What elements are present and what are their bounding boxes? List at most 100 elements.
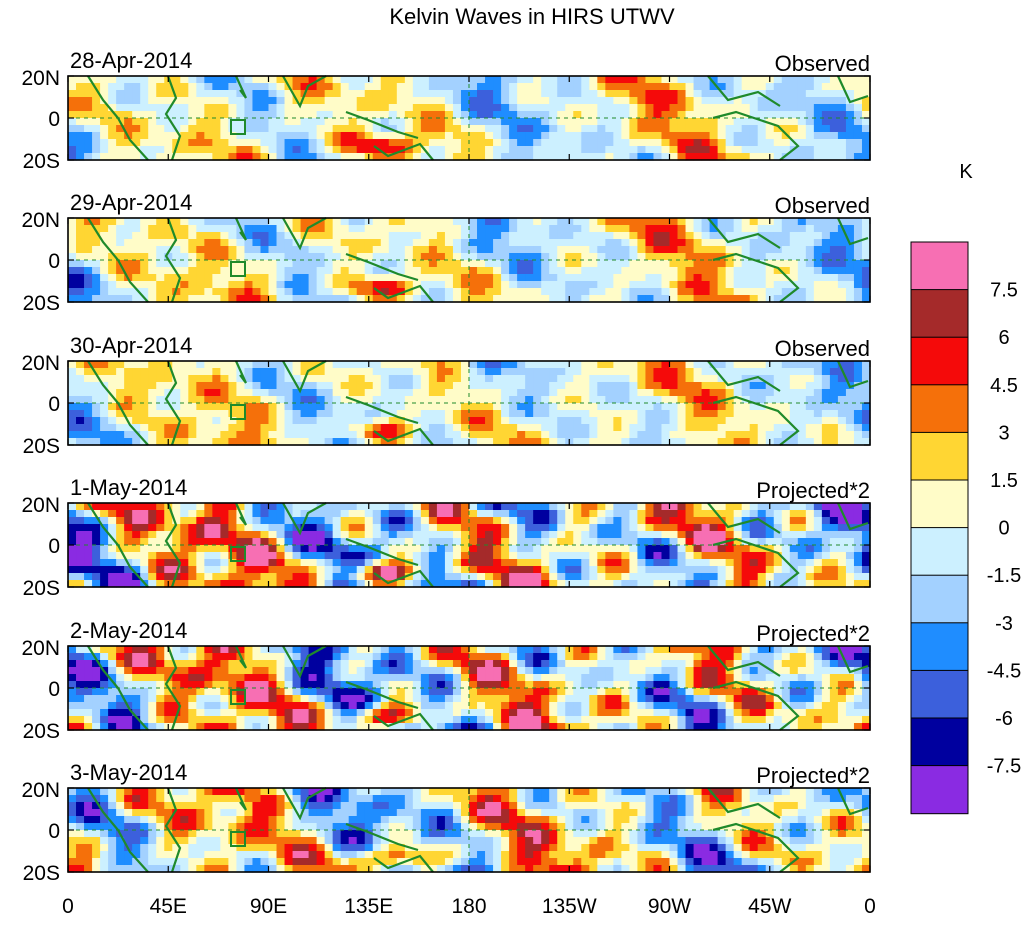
field-cell [806, 517, 815, 525]
field-cell [822, 281, 831, 289]
field-cell [68, 417, 77, 425]
field-cell [84, 111, 93, 119]
field-cell [637, 139, 646, 147]
field-cell [822, 118, 831, 126]
field-cell [854, 260, 863, 268]
field-cell [333, 146, 342, 154]
field-cell [678, 76, 687, 84]
field-cell [405, 424, 414, 432]
field-cell [349, 239, 358, 247]
field-cell [325, 396, 334, 404]
field-cell [108, 139, 117, 147]
field-cell [453, 239, 462, 247]
field-cell [541, 403, 550, 411]
field-cell [309, 382, 318, 390]
field-cell [333, 281, 342, 289]
field-cell [758, 559, 767, 567]
field-cell [477, 225, 486, 233]
field-cell [204, 232, 213, 240]
field-cell [357, 139, 366, 147]
field-cell [846, 118, 855, 126]
field-cell [477, 510, 486, 518]
field-cell [204, 646, 213, 654]
field-cell [549, 118, 558, 126]
field-cell [260, 76, 269, 84]
field-cell [333, 218, 342, 226]
field-cell [589, 274, 598, 282]
field-cell [349, 510, 358, 518]
field-cell [260, 375, 269, 383]
field-cell [333, 573, 342, 581]
field-cell [269, 118, 278, 126]
field-cell [132, 545, 141, 553]
field-cell [525, 132, 534, 140]
field-cell [670, 76, 679, 84]
field-cell [124, 83, 133, 91]
field-cell [349, 83, 358, 91]
field-cell [814, 517, 823, 525]
field-cell [581, 132, 590, 140]
field-cell [397, 97, 406, 105]
field-cell [196, 524, 205, 532]
field-cell [806, 111, 815, 119]
field-cell [782, 538, 791, 546]
field-cell [637, 417, 646, 425]
field-cell [108, 267, 117, 275]
field-cell [357, 83, 366, 91]
field-cell [645, 424, 654, 432]
field-cell [341, 417, 350, 425]
field-cell [710, 410, 719, 418]
field-cell [389, 253, 398, 261]
field-cell [317, 281, 326, 289]
field-cell [285, 410, 294, 418]
field-cell [124, 260, 133, 268]
field-cell [846, 538, 855, 546]
field-cell [453, 424, 462, 432]
field-cell [557, 104, 566, 112]
field-cell [269, 267, 278, 275]
field-cell [301, 281, 310, 289]
field-cell [196, 573, 205, 581]
field-cell [180, 517, 189, 525]
field-cell [212, 246, 221, 254]
field-cell [573, 646, 582, 654]
field-cell [686, 274, 695, 282]
panel-date: 1-May-2014 [70, 475, 187, 500]
field-cell [108, 510, 117, 518]
field-cell [437, 382, 446, 390]
field-cell [76, 403, 85, 411]
field-cell [589, 403, 598, 411]
field-cell [838, 573, 847, 581]
field-cell [806, 281, 815, 289]
field-cell [220, 90, 229, 98]
field-cell [798, 274, 807, 282]
field-cell [557, 90, 566, 98]
field-cell [164, 375, 173, 383]
field-cell [702, 97, 711, 105]
field-cell [806, 538, 815, 546]
field-cell [204, 517, 213, 525]
field-cell [429, 118, 438, 126]
field-cell [645, 517, 654, 525]
field-cell [196, 132, 205, 140]
field-cell [220, 218, 229, 226]
field-cell [124, 361, 133, 369]
field-cell [830, 417, 839, 425]
field-cell [613, 375, 622, 383]
field-cell [597, 368, 606, 376]
field-cell [589, 104, 598, 112]
field-cell [188, 524, 197, 532]
field-cell [613, 573, 622, 581]
field-cell [68, 97, 77, 105]
field-cell [726, 225, 735, 233]
field-cell [734, 410, 743, 418]
field-cell [301, 274, 310, 282]
field-cell [220, 545, 229, 553]
field-cell [188, 260, 197, 268]
field-cell [196, 531, 205, 539]
field-cell [188, 552, 197, 560]
field-cell [437, 139, 446, 147]
field-cell [301, 403, 310, 411]
field-cell [661, 538, 670, 546]
